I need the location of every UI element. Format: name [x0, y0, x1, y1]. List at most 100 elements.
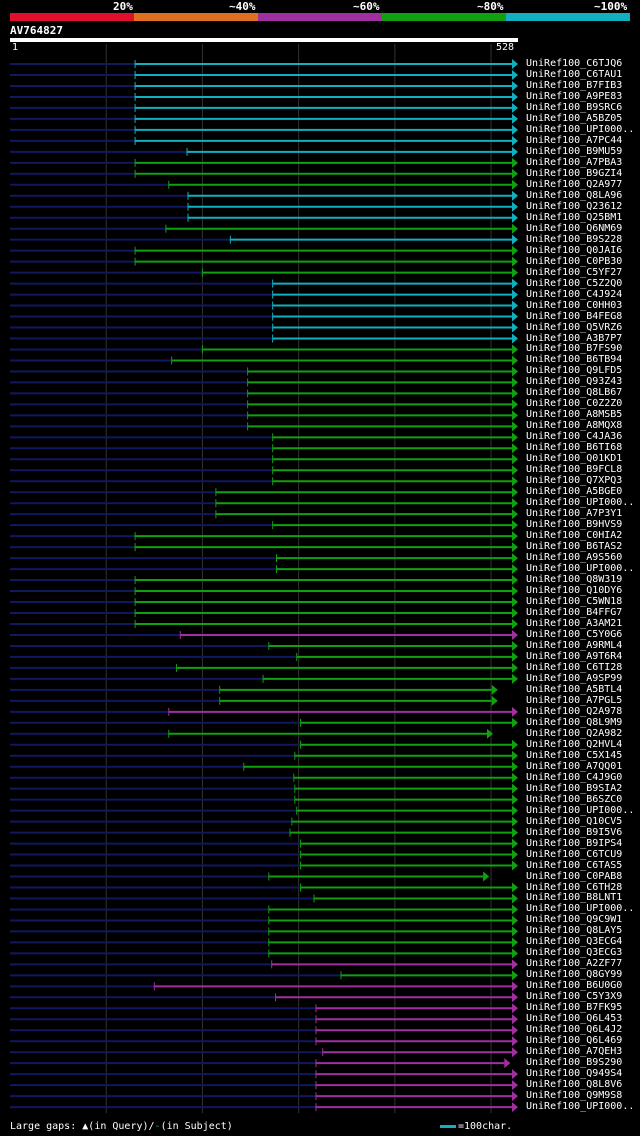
- hit-label[interactable]: UniRef100_B6TAS2: [526, 541, 623, 553]
- hit-label[interactable]: UniRef100_C6TH28: [526, 881, 623, 893]
- hit-label[interactable]: UniRef100_C0HH03: [526, 299, 623, 311]
- hit-label[interactable]: UniRef100_B6U0G0: [526, 980, 623, 992]
- hit-label[interactable]: UniRef100_C5YF27: [526, 266, 623, 278]
- hit-label[interactable]: UniRef100_Q0JAI6: [526, 244, 623, 256]
- hit-arrow-icon: [512, 629, 518, 640]
- hit-label[interactable]: UniRef100_Q2A977: [526, 178, 623, 190]
- hit-label[interactable]: UniRef100_B9S228: [526, 233, 623, 245]
- hit-label[interactable]: UniRef100_B9GZI4: [526, 167, 623, 179]
- hit-label[interactable]: UniRef100_UPI000..: [526, 497, 635, 509]
- hit-label[interactable]: UniRef100_A9PE83: [526, 90, 623, 102]
- hit-label[interactable]: UniRef100_Q8LA96: [526, 189, 623, 201]
- hit-label[interactable]: UniRef100_Q6L469: [526, 1035, 623, 1047]
- hit-label[interactable]: UniRef100_Q6L453: [526, 1013, 623, 1025]
- hit-label[interactable]: UniRef100_A7PGL5: [526, 694, 623, 706]
- hit-label[interactable]: UniRef100_C5WN18: [526, 596, 623, 608]
- hit-label[interactable]: UniRef100_A7PBA3: [526, 156, 623, 168]
- hit-label[interactable]: UniRef100_A9RML4: [526, 639, 623, 651]
- hit-label[interactable]: UniRef100_A7P3Y1: [526, 508, 623, 520]
- hit-label[interactable]: UniRef100_C5Z2Q0: [526, 277, 623, 289]
- hit-label[interactable]: UniRef100_A3B7P7: [526, 332, 623, 344]
- hit-label[interactable]: UniRef100_C5Y0G6: [526, 628, 623, 640]
- hit-label[interactable]: UniRef100_Q8L8V6: [526, 1079, 623, 1091]
- hit-label[interactable]: UniRef100_A2ZF77: [526, 958, 623, 970]
- hit-label[interactable]: UniRef100_C0PAB8: [526, 870, 623, 882]
- hit-label[interactable]: UniRef100_B8LNT1: [526, 892, 623, 904]
- hit-label[interactable]: UniRef100_B4FFG7: [526, 607, 623, 618]
- hit-label[interactable]: UniRef100_B6TI68: [526, 442, 623, 454]
- hit-label[interactable]: UniRef100_C0HIA2: [526, 530, 623, 542]
- hit-label[interactable]: UniRef100_A5BTL4: [526, 683, 623, 695]
- hit-label[interactable]: UniRef100_B4FEG8: [526, 310, 623, 322]
- hit-label[interactable]: UniRef100_Q8LB67: [526, 387, 623, 399]
- hit-label[interactable]: UniRef100_Q10DY6: [526, 585, 623, 597]
- hit-label[interactable]: UniRef100_B9MU59: [526, 145, 623, 157]
- hit-label[interactable]: UniRef100_Q25BM1: [526, 211, 623, 223]
- hit-label[interactable]: UniRef100_UPI000..: [526, 563, 635, 575]
- hit-label[interactable]: UniRef100_B9IPS4: [526, 837, 623, 849]
- hit-label[interactable]: UniRef100_UPI000..: [526, 804, 635, 816]
- hit-arrow-icon: [504, 1058, 511, 1069]
- hit-label[interactable]: UniRef100_C6TAU1: [526, 68, 623, 80]
- hit-label[interactable]: UniRef100_Q9M9S8: [526, 1090, 623, 1102]
- hit-label[interactable]: UniRef100_A5BGE0: [526, 486, 623, 498]
- hit-label[interactable]: UniRef100_Q23612: [526, 200, 623, 212]
- hit-label[interactable]: UniRef100_Q93Z43: [526, 376, 623, 388]
- hit-label[interactable]: UniRef100_Q5VRZ6: [526, 321, 623, 333]
- hit-label[interactable]: UniRef100_B9I5V6: [526, 826, 623, 838]
- hit-label[interactable]: UniRef100_B6TB94: [526, 354, 623, 366]
- hit-label[interactable]: UniRef100_B7FK95: [526, 1002, 623, 1014]
- hit-label[interactable]: UniRef100_C5Y3X9: [526, 991, 623, 1003]
- hit-label[interactable]: UniRef100_Q6NM69: [526, 222, 623, 234]
- hit-label[interactable]: UniRef100_A8MSB5: [526, 409, 623, 421]
- hit-label[interactable]: UniRef100_Q3ECG4: [526, 936, 623, 948]
- hit-label[interactable]: UniRef100_B9FCL8: [526, 464, 623, 476]
- hit-label[interactable]: UniRef100_B9S290: [526, 1057, 623, 1069]
- hit-label[interactable]: UniRef100_Q949S4: [526, 1068, 623, 1080]
- hit-label[interactable]: UniRef100_B9SRC6: [526, 101, 623, 113]
- hit-label[interactable]: UniRef100_UPI000..: [526, 1101, 635, 1113]
- hit-label[interactable]: UniRef100_C4J9G0: [526, 771, 623, 783]
- hit-label[interactable]: UniRef100_Q3ECG3: [526, 947, 623, 959]
- hit-label[interactable]: UniRef100_UPI000..: [526, 123, 635, 135]
- hit-label[interactable]: UniRef100_C6TJQ6: [526, 58, 623, 69]
- hit-label[interactable]: UniRef100_Q8GY99: [526, 969, 623, 981]
- hit-label[interactable]: UniRef100_A9T6R4: [526, 650, 623, 662]
- hit-label[interactable]: UniRef100_Q10CV5: [526, 815, 623, 827]
- hit-label[interactable]: UniRef100_A7QQ01: [526, 760, 623, 772]
- hit-label[interactable]: UniRef100_Q6L4J2: [526, 1024, 623, 1036]
- hit-arrow-icon: [512, 948, 518, 959]
- hit-label[interactable]: UniRef100_A9S560: [526, 552, 623, 564]
- hit-label[interactable]: UniRef100_C0Z2Z0: [526, 398, 623, 410]
- query-id: AV764827: [10, 24, 63, 37]
- hit-label[interactable]: UniRef100_A9SP99: [526, 672, 623, 684]
- hit-label[interactable]: UniRef100_C6TI28: [526, 661, 623, 673]
- hit-label[interactable]: UniRef100_A7PC44: [526, 134, 623, 146]
- hit-label[interactable]: UniRef100_B9HVS9: [526, 519, 623, 531]
- hit-label[interactable]: UniRef100_Q2A978: [526, 705, 623, 717]
- hit-label[interactable]: UniRef100_Q8L9M9: [526, 716, 623, 728]
- hit-label[interactable]: UniRef100_C6TAS5: [526, 859, 623, 871]
- hit-label[interactable]: UniRef100_B9SIA2: [526, 782, 623, 794]
- hit-label[interactable]: UniRef100_A3AM21: [526, 617, 623, 629]
- hit-label[interactable]: UniRef100_C4JA36: [526, 431, 623, 443]
- hit-label[interactable]: UniRef100_B7FS90: [526, 343, 623, 355]
- hit-label[interactable]: UniRef100_A5BZ05: [526, 112, 623, 124]
- hit-label[interactable]: UniRef100_Q7XPQ3: [526, 475, 623, 487]
- hit-label[interactable]: UniRef100_Q8W319: [526, 574, 623, 586]
- hit-label[interactable]: UniRef100_Q2HVL4: [526, 738, 623, 750]
- hit-label[interactable]: UniRef100_A8MQX8: [526, 420, 623, 432]
- hit-label[interactable]: UniRef100_C5X145: [526, 749, 623, 761]
- hit-label[interactable]: UniRef100_Q2A982: [526, 727, 623, 739]
- hit-label[interactable]: UniRef100_UPI000..: [526, 903, 635, 915]
- hit-label[interactable]: UniRef100_Q01KD1: [526, 453, 623, 465]
- hit-label[interactable]: UniRef100_C0PB30: [526, 255, 623, 267]
- hit-label[interactable]: UniRef100_C6TCU9: [526, 848, 623, 860]
- hit-label[interactable]: UniRef100_B6SZC0: [526, 793, 623, 805]
- hit-label[interactable]: UniRef100_C4J924: [526, 288, 623, 300]
- hit-label[interactable]: UniRef100_Q9LFD5: [526, 365, 623, 377]
- hit-label[interactable]: UniRef100_Q8LAY5: [526, 925, 623, 937]
- hit-label[interactable]: UniRef100_B7FIB3: [526, 79, 623, 91]
- hit-label[interactable]: UniRef100_A7QEH3: [526, 1046, 623, 1058]
- hit-label[interactable]: UniRef100_Q9C9W1: [526, 914, 623, 926]
